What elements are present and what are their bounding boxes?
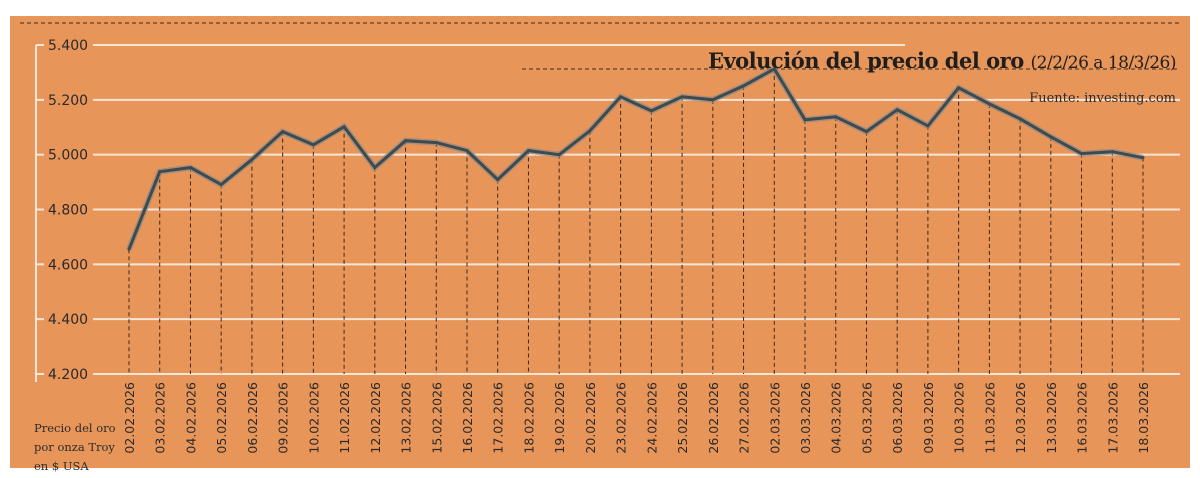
x-tick-label: 02.03.2026 [767, 382, 782, 454]
x-tick-label: 04.02.2026 [183, 382, 198, 454]
data-point [557, 153, 561, 157]
title-text: Evolución del precio del oro [707, 48, 1024, 73]
source-note: Fuente: investing.com [1029, 91, 1176, 106]
data-point [188, 166, 192, 170]
y-tick-label: 4.600 [48, 257, 88, 273]
x-tick-label: 06.03.2026 [890, 382, 905, 454]
data-point [588, 129, 592, 133]
data-point [281, 130, 285, 134]
data-point [772, 67, 776, 71]
x-tick-label: 19.02.2026 [552, 382, 567, 454]
data-point [895, 108, 899, 112]
data-point [496, 178, 500, 182]
data-point [957, 86, 961, 90]
x-tick-label: 23.02.2026 [614, 382, 629, 454]
x-tick-label: 18.03.2026 [1136, 382, 1151, 454]
y-tick-label: 4.200 [48, 367, 88, 383]
data-point [649, 109, 653, 113]
x-tick-label: 12.02.2026 [368, 382, 383, 454]
price-line-halo [126, 64, 1144, 251]
x-tick-label: 03.03.2026 [798, 382, 813, 454]
data-point [127, 247, 131, 251]
x-tick-label: 24.02.2026 [644, 382, 659, 454]
y-tick-label: 4.400 [48, 312, 88, 328]
x-tick-label: 10.02.2026 [306, 382, 321, 454]
data-point [680, 95, 684, 99]
x-tick-label: 03.02.2026 [153, 382, 168, 454]
data-point [619, 95, 623, 99]
x-tick-label: 02.02.2026 [122, 382, 137, 454]
data-point [987, 102, 991, 106]
y-axis-label-line: por onza Troy [34, 440, 115, 454]
y-axis-label-line: en $ USA [34, 459, 89, 473]
subtitle-text: (2/2/26 a 18/3/26) [1030, 53, 1177, 73]
y-tick-label: 5.000 [48, 148, 88, 164]
x-tick-label: 05.02.2026 [214, 382, 229, 454]
data-point [742, 84, 746, 88]
chart-title: Evolución del precio del oro (2/2/26 a 1… [707, 48, 1177, 73]
data-point [526, 149, 530, 153]
y-tick-label: 4.800 [48, 203, 88, 219]
data-point [434, 141, 438, 145]
x-tick-label: 12.03.2026 [1013, 382, 1028, 454]
data-point [1141, 156, 1145, 160]
x-tick-label: 17.02.2026 [491, 382, 506, 454]
data-point [803, 118, 807, 122]
data-point [465, 149, 469, 153]
data-point [373, 166, 377, 170]
x-tick-label: 10.03.2026 [952, 382, 967, 454]
x-tick-label: 05.03.2026 [859, 382, 874, 454]
data-point [1049, 135, 1053, 139]
data-point [1018, 117, 1022, 121]
data-point [1110, 150, 1114, 154]
x-tick-label: 09.03.2026 [921, 382, 936, 454]
data-point [219, 183, 223, 187]
x-tick-label: 18.02.2026 [521, 382, 536, 454]
data-point [158, 170, 162, 174]
data-point [404, 139, 408, 143]
y-axis-label-line: Precio del oro [34, 421, 116, 435]
data-point [864, 130, 868, 134]
x-tick-label: 27.02.2026 [737, 382, 752, 454]
chart-panel: 4.200 4.400 4.600 4.800 5.000 5.200 5.400 02.02… [10, 16, 1190, 473]
x-tick-label: 11.03.2026 [982, 382, 997, 454]
x-tick-label: 16.02.2026 [460, 382, 475, 454]
data-point [250, 158, 254, 162]
line-chart: 4.200 4.400 4.600 4.800 5.000 5.200 5.400 02.02… [20, 22, 1180, 454]
data-point [711, 98, 715, 102]
x-tick-label: 20.02.2026 [583, 382, 598, 454]
x-tick-label: 04.03.2026 [829, 382, 844, 454]
x-tick-label: 13.02.2026 [399, 382, 414, 454]
data-point [1080, 152, 1084, 156]
y-tick-label: 5.400 [48, 38, 88, 54]
y-tick-label: 5.200 [48, 93, 88, 109]
x-tick-label: 15.02.2026 [429, 382, 444, 454]
data-point [311, 143, 315, 147]
x-tick-label: 17.03.2026 [1105, 382, 1120, 454]
x-tick-label: 09.02.2026 [276, 382, 291, 454]
data-point [834, 115, 838, 119]
data-point [342, 125, 346, 129]
x-tick-label: 26.02.2026 [706, 382, 721, 454]
x-tick-label: 13.03.2026 [1044, 382, 1059, 454]
x-tick-label: 25.02.2026 [675, 382, 690, 454]
x-tick-label: 16.03.2026 [1075, 382, 1090, 454]
price-line [127, 66, 1144, 250]
x-tick-label: 11.02.2026 [337, 382, 352, 454]
data-point [926, 124, 930, 128]
x-tick-label: 06.02.2026 [245, 382, 260, 454]
y-axis-label: Precio del oro por onza Troy en $ USA [34, 419, 124, 476]
